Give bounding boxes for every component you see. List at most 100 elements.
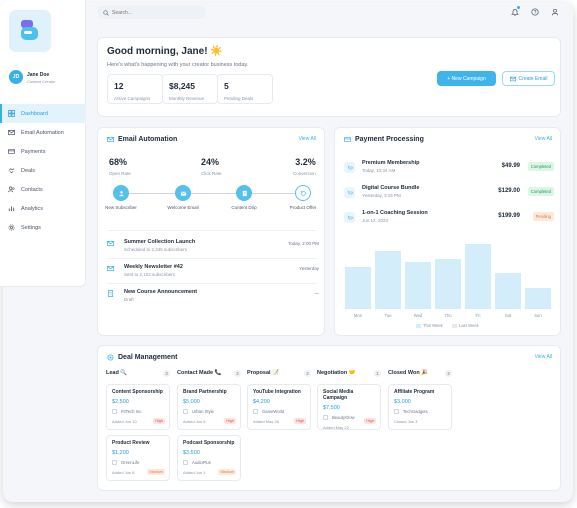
app-logo[interactable]	[9, 10, 51, 52]
new-campaign-button[interactable]: + New Campaign	[437, 71, 496, 86]
logo-icon	[21, 20, 38, 40]
status-badge: Completed	[527, 162, 554, 171]
deal-value: $3,000	[394, 399, 411, 405]
deal-card[interactable]: Podcast Sponsorship $3,500 AudioPlus Added …	[177, 435, 241, 481]
payment-processing-header: Payment Processing	[344, 136, 424, 143]
flow-step-circle	[236, 185, 252, 201]
metric-label: Click Rate	[201, 171, 222, 176]
deal-date: Added Jun 10	[112, 419, 137, 424]
deal-count-badge: 1	[374, 370, 381, 377]
user-icon[interactable]	[551, 8, 559, 16]
flow-step-welcome-email[interactable]: Welcome Email	[163, 185, 203, 211]
deal-company: Urban Style	[183, 409, 235, 414]
deal-title: Product Review	[112, 440, 150, 446]
metric-value: 3.2%	[295, 157, 316, 167]
metric-label: Conversion	[293, 171, 316, 176]
campaign-row[interactable]: New Course Announcement Draft —	[107, 287, 319, 307]
deal-card[interactable]: YouTube Integration $4,200 GameWorld Added …	[247, 384, 311, 430]
flow-step-product-offer[interactable]: Product Offer	[283, 185, 323, 211]
priority-badge: Medium	[147, 469, 165, 475]
sidebar-item-label: Payments	[21, 148, 46, 155]
deals-view-all-link[interactable]: View All	[534, 354, 552, 360]
chart-x-tick-label: Tue	[384, 313, 392, 318]
deal-card[interactable]: Product Review $1,200 GreenLife Added Jun 8…	[106, 435, 170, 481]
cart-icon	[347, 190, 353, 194]
transaction-icon-box	[344, 212, 355, 223]
card-title-text: Email Automation	[118, 136, 178, 143]
deal-date: Added May 28	[253, 419, 279, 424]
deal-company: GameWorld	[253, 409, 305, 414]
transaction-row[interactable]: Premium Membership Today, 10:34 AM $49.9…	[344, 158, 554, 182]
deal-count-badge: 2	[234, 370, 241, 377]
search-input[interactable]	[112, 9, 202, 16]
bell-icon[interactable]	[511, 8, 519, 16]
deal-column-header: Negotiation 🤝 1	[317, 370, 381, 379]
flow-step-new-subscriber[interactable]: New Subscriber	[101, 185, 141, 211]
stat-label: Active Campaigns	[114, 96, 151, 101]
sidebar-item-email-automation[interactable]: Email Automation	[0, 123, 86, 142]
deal-company-name: TechGadgets	[403, 409, 428, 414]
campaign-row[interactable]: Weekly Newsletter #42 Sent to 2,102 subs…	[107, 262, 319, 282]
deal-title: Podcast Sponsorship	[183, 440, 235, 446]
deal-card[interactable]: Affiliate Program $3,000 TechGadgets Closed…	[388, 384, 452, 430]
deal-column-title: Lead 🔍	[106, 370, 128, 376]
help-icon[interactable]	[531, 8, 539, 16]
create-email-button[interactable]: Create Email	[502, 71, 555, 86]
campaign-time: —	[314, 291, 320, 296]
flow-step-label: Welcome Email	[167, 205, 199, 210]
deal-company-name: GameWorld	[262, 409, 285, 414]
gear-icon	[8, 224, 15, 231]
company-logo-icon	[253, 409, 258, 414]
stat-value: $8,245	[169, 81, 195, 91]
sidebar-item-deals[interactable]: Deals	[0, 161, 86, 180]
stat-value: 5	[224, 81, 229, 91]
legend-label: Last Week	[459, 323, 479, 328]
deal-card[interactable]: Content Sponsorship $2,500 FitTech Inc. Add…	[106, 384, 170, 430]
metric-open-rate: 68% Open Rate	[109, 157, 131, 176]
deal-count-badge: 3	[163, 370, 170, 377]
deal-count-badge: 2	[304, 370, 311, 377]
sidebar-item-settings[interactable]: Settings	[0, 218, 86, 237]
legend-swatch	[416, 323, 421, 328]
flow-step-content-drip[interactable]: Content Drip	[224, 185, 264, 211]
transaction-amount: $129.00	[498, 188, 520, 194]
deal-card[interactable]: Social Media Campaign $7,500 BeautyGlow Add…	[317, 384, 381, 430]
cart-icon	[347, 165, 353, 169]
deal-company-name: AudioPlus	[192, 460, 211, 465]
deal-title: Brand Partnership	[183, 389, 227, 395]
sidebar-item-label: Analytics	[21, 205, 44, 212]
chart-x-tick-label: Mon	[353, 313, 363, 318]
payment-view-all-link[interactable]: View All	[534, 136, 552, 142]
sidebar-item-payments[interactable]: Payments	[0, 142, 86, 161]
transaction-name: Premium Membership	[362, 160, 420, 166]
automation-flow-line	[120, 193, 306, 194]
deal-column-header: Proposal 📝 2	[247, 370, 311, 379]
metric-value: 24%	[201, 157, 220, 167]
sidebar-item-analytics[interactable]: Analytics	[0, 199, 86, 218]
deal-date: Closed Jun 3	[394, 419, 418, 424]
sidebar-item-dashboard[interactable]: Dashboard	[0, 104, 86, 123]
campaign-row[interactable]: Summer Collection Launch Scheduled to 2,…	[107, 237, 319, 257]
transaction-row[interactable]: Digital Course Bundle Yesterday, 3:15 PM…	[344, 183, 554, 207]
campaign-time: Yesterday	[299, 266, 319, 271]
chart-bar	[405, 262, 431, 309]
user-profile[interactable]: JD Jane Doe Content Creator	[9, 70, 85, 90]
sidebar-item-label: Dashboard	[21, 110, 48, 117]
deal-management-header: Deal Management	[107, 354, 178, 361]
legend-this-week: This Week	[416, 323, 443, 328]
email-view-all-link[interactable]: View All	[298, 136, 316, 142]
handshake-icon	[8, 168, 15, 174]
transaction-row[interactable]: 1-on-1 Coaching Session Jun 12, 2023 $19…	[344, 208, 554, 232]
chart-bar	[345, 267, 371, 309]
transaction-date: Today, 10:34 AM	[362, 168, 396, 173]
deal-company-name: FitTech Inc.	[121, 409, 143, 414]
transaction-date: Jun 12, 2023	[362, 218, 389, 223]
mail-icon	[107, 240, 114, 247]
deal-card[interactable]: Brand Partnership $5,000 Urban Style Added …	[177, 384, 241, 430]
metric-label: Open Rate	[109, 171, 131, 176]
sidebar-item-contacts[interactable]: Contacts	[0, 180, 86, 199]
campaign-name: Summer Collection Launch	[124, 239, 196, 245]
create-email-label: Create Email	[518, 75, 548, 82]
search-box[interactable]	[98, 6, 205, 19]
